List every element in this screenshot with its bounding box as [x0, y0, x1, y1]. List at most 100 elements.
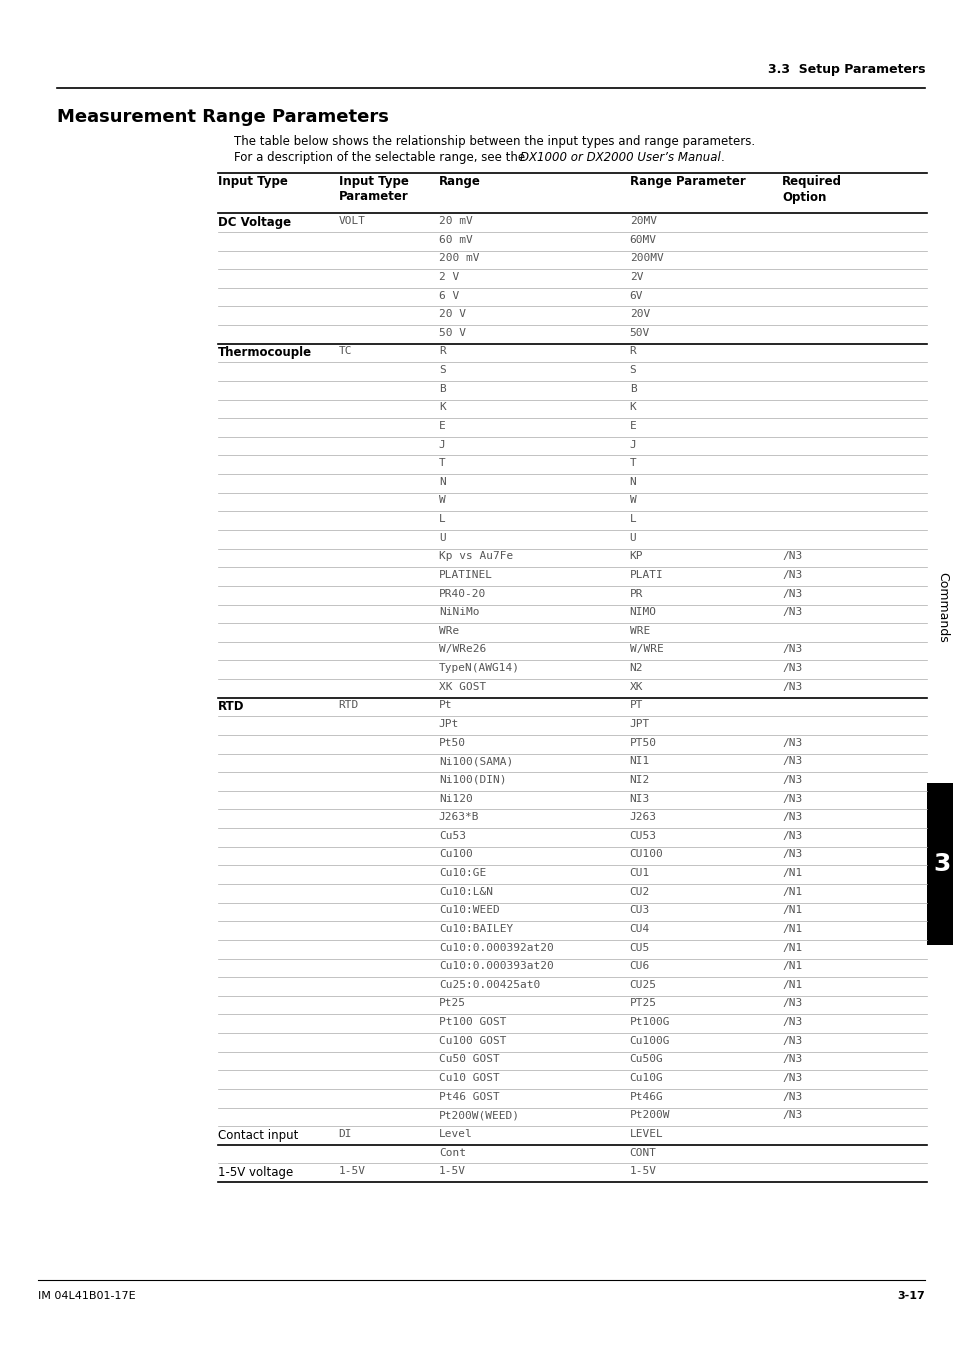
Text: Cu10:WEED: Cu10:WEED: [438, 906, 499, 915]
Text: The table below shows the relationship between the input types and range paramet: The table below shows the relationship b…: [233, 135, 754, 148]
Text: Pt46G: Pt46G: [629, 1092, 662, 1102]
Text: 6V: 6V: [629, 290, 642, 301]
Text: NI2: NI2: [629, 775, 649, 784]
Text: /N1: /N1: [781, 980, 801, 990]
Text: /N3: /N3: [781, 1035, 801, 1046]
Text: Ni120: Ni120: [438, 794, 472, 803]
Text: 3-17: 3-17: [897, 1291, 924, 1300]
Text: Cu10:BAILEY: Cu10:BAILEY: [438, 923, 513, 934]
Text: /N3: /N3: [781, 1073, 801, 1083]
Text: 20 V: 20 V: [438, 309, 465, 319]
Text: Cu10:GE: Cu10:GE: [438, 868, 486, 878]
Text: Pt46 GOST: Pt46 GOST: [438, 1092, 499, 1102]
Text: TC: TC: [338, 347, 352, 356]
Text: CU53: CU53: [629, 830, 656, 841]
Text: /N3: /N3: [781, 813, 801, 822]
Text: LEVEL: LEVEL: [629, 1129, 662, 1139]
Text: Commands: Commands: [935, 572, 948, 643]
Text: Ni100(SAMA): Ni100(SAMA): [438, 756, 513, 767]
Text: /N3: /N3: [781, 1054, 801, 1064]
Text: Cu100 GOST: Cu100 GOST: [438, 1035, 506, 1046]
Text: R: R: [438, 347, 445, 356]
Text: RTD: RTD: [217, 701, 244, 713]
Text: /N1: /N1: [781, 961, 801, 971]
Text: DC Voltage: DC Voltage: [217, 216, 291, 230]
Text: 50 V: 50 V: [438, 328, 465, 338]
Text: Ni100(DIN): Ni100(DIN): [438, 775, 506, 784]
Text: W/WRe26: W/WRe26: [438, 644, 486, 655]
Text: CONT: CONT: [629, 1148, 656, 1157]
Text: J: J: [629, 440, 636, 450]
Text: /N1: /N1: [781, 868, 801, 878]
Text: Required
Option: Required Option: [781, 176, 841, 204]
Text: IM 04L41B01-17E: IM 04L41B01-17E: [38, 1291, 135, 1300]
Text: Cu53: Cu53: [438, 830, 465, 841]
Text: K: K: [629, 402, 636, 412]
Text: Cu10:L&N: Cu10:L&N: [438, 887, 493, 896]
Text: Cu50G: Cu50G: [629, 1054, 662, 1064]
Text: /N3: /N3: [781, 737, 801, 748]
Text: U: U: [629, 533, 636, 543]
Text: /N3: /N3: [781, 794, 801, 803]
Text: /N3: /N3: [781, 756, 801, 767]
Text: Range Parameter: Range Parameter: [629, 176, 744, 189]
Text: W/WRE: W/WRE: [629, 644, 662, 655]
Text: 20 mV: 20 mV: [438, 216, 472, 225]
Text: N2: N2: [629, 663, 642, 674]
Text: Pt100G: Pt100G: [629, 1017, 669, 1027]
Text: /N3: /N3: [781, 570, 801, 580]
Text: Cu10G: Cu10G: [629, 1073, 662, 1083]
Text: Cu10:0.000392at20: Cu10:0.000392at20: [438, 942, 553, 953]
Text: W: W: [629, 495, 636, 505]
Text: W: W: [438, 495, 445, 505]
Text: CU1: CU1: [629, 868, 649, 878]
Text: 60MV: 60MV: [629, 235, 656, 244]
Text: 2 V: 2 V: [438, 271, 458, 282]
Text: /N3: /N3: [781, 644, 801, 655]
Text: Cu100: Cu100: [438, 849, 472, 860]
Text: Contact input: Contact input: [217, 1129, 297, 1142]
Text: /N1: /N1: [781, 887, 801, 896]
Text: CU5: CU5: [629, 942, 649, 953]
Text: J263*B: J263*B: [438, 813, 478, 822]
Text: N: N: [629, 477, 636, 487]
Text: Cont: Cont: [438, 1148, 465, 1157]
Text: PT: PT: [629, 701, 642, 710]
Text: CU4: CU4: [629, 923, 649, 934]
Text: /N3: /N3: [781, 775, 801, 784]
Text: JPT: JPT: [629, 720, 649, 729]
Text: /N3: /N3: [781, 849, 801, 860]
Text: Cu10:0.000393at20: Cu10:0.000393at20: [438, 961, 553, 971]
Text: CU100: CU100: [629, 849, 662, 860]
Text: 1-5V: 1-5V: [338, 1166, 365, 1176]
Text: /N3: /N3: [781, 589, 801, 598]
Text: T: T: [629, 458, 636, 468]
Text: Cu10 GOST: Cu10 GOST: [438, 1073, 499, 1083]
Text: /N3: /N3: [781, 663, 801, 674]
Text: /N3: /N3: [781, 682, 801, 691]
Text: 6 V: 6 V: [438, 290, 458, 301]
Text: JPt: JPt: [438, 720, 458, 729]
Text: 1-5V voltage: 1-5V voltage: [217, 1166, 293, 1179]
Text: 2V: 2V: [629, 271, 642, 282]
Text: Pt200W: Pt200W: [629, 1110, 669, 1120]
Text: Pt: Pt: [438, 701, 452, 710]
Text: 1-5V: 1-5V: [438, 1166, 465, 1176]
Text: Kp vs Au7Fe: Kp vs Au7Fe: [438, 551, 513, 562]
Text: /N3: /N3: [781, 1017, 801, 1027]
Text: CU3: CU3: [629, 906, 649, 915]
Text: WRe: WRe: [438, 626, 458, 636]
Text: Pt50: Pt50: [438, 737, 465, 748]
Text: Cu100G: Cu100G: [629, 1035, 669, 1046]
Text: PR: PR: [629, 589, 642, 598]
Text: PLATI: PLATI: [629, 570, 662, 580]
Text: Level: Level: [438, 1129, 472, 1139]
Text: 50V: 50V: [629, 328, 649, 338]
Text: U: U: [438, 533, 445, 543]
Text: /N3: /N3: [781, 608, 801, 617]
Text: /N1: /N1: [781, 942, 801, 953]
Text: CU25: CU25: [629, 980, 656, 990]
Text: NiNiMo: NiNiMo: [438, 608, 478, 617]
Text: TypeN(AWG14): TypeN(AWG14): [438, 663, 519, 674]
Text: 1-5V: 1-5V: [629, 1166, 656, 1176]
